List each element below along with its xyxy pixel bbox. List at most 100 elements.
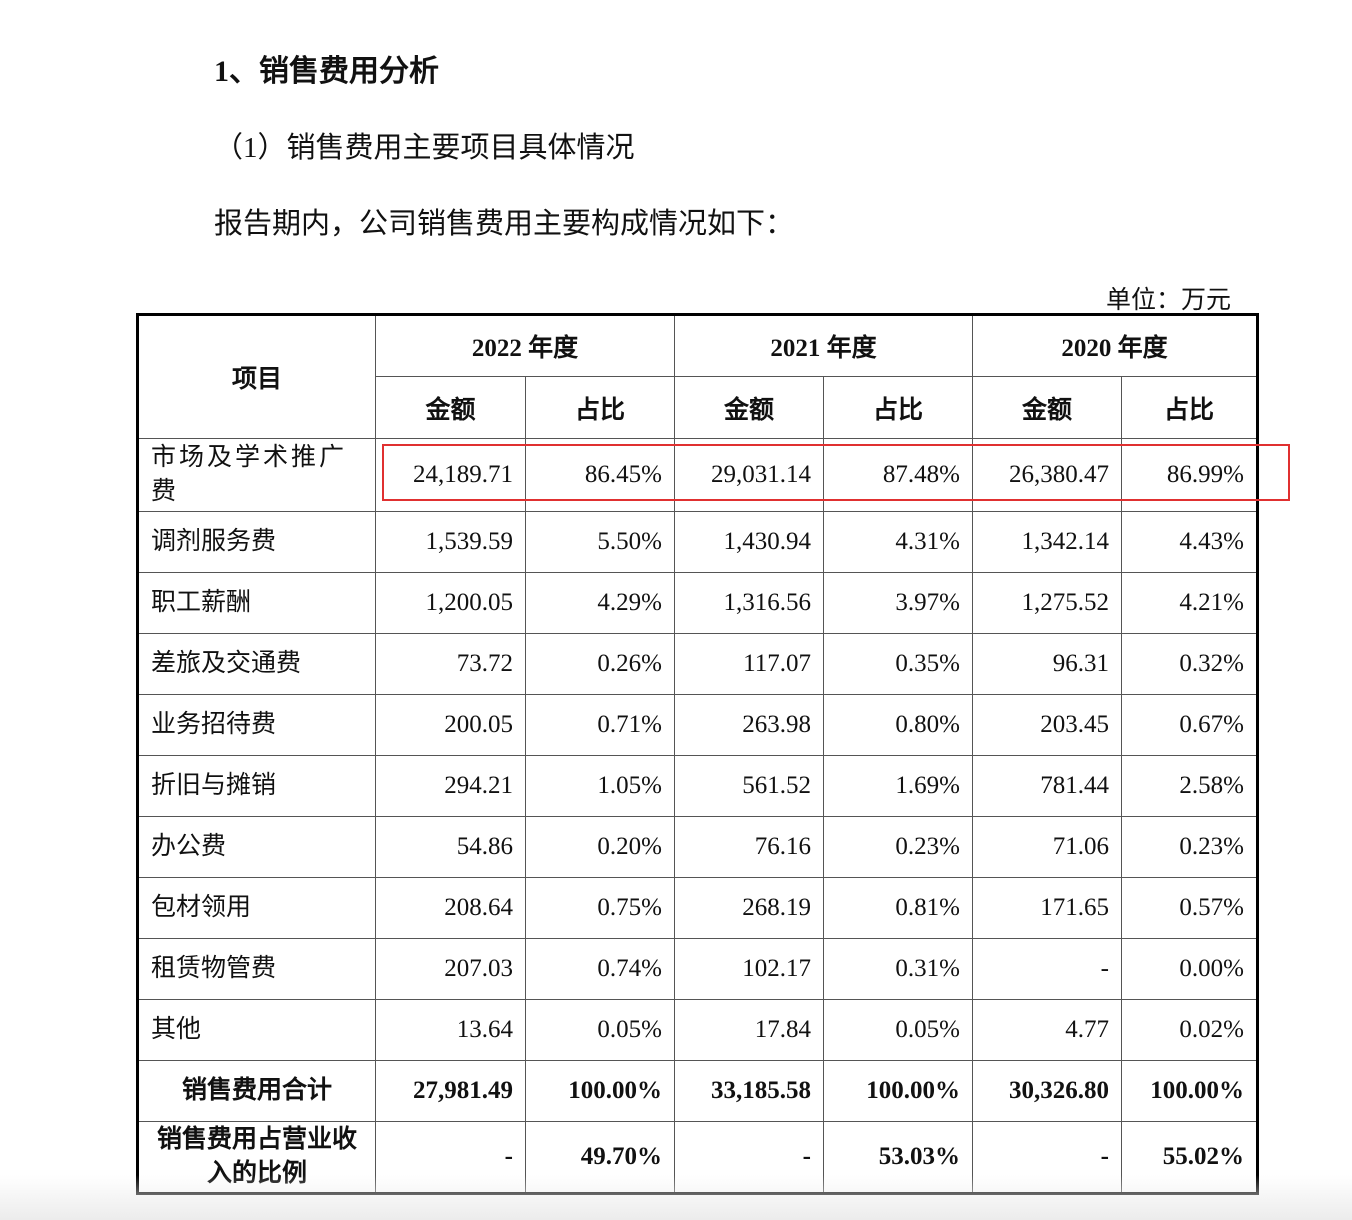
cell-value: 1,200.05 <box>375 572 526 634</box>
header-column: 占比 <box>823 376 973 439</box>
cell-value: 100.00% <box>1121 1060 1258 1122</box>
row-label: 差旅及交通费 <box>137 633 376 695</box>
table-row: 调剂服务费 1,539.59 5.50% 1,430.94 4.31% 1,342.14 4… <box>137 511 1258 573</box>
cell-value: 73.72 <box>375 633 526 695</box>
cell-value: 0.02% <box>1121 999 1258 1061</box>
cell-value: 0.20% <box>525 816 675 878</box>
row-label: 销售费用合计 <box>137 1060 376 1122</box>
cell-value: 200.05 <box>375 694 526 756</box>
cell-value: 0.00% <box>1121 938 1258 1000</box>
cell-value: 0.67% <box>1121 694 1258 756</box>
row-label: 市场及学术推广费 <box>137 438 376 512</box>
cell-value: 0.05% <box>525 999 675 1061</box>
row-label: 职工薪酬 <box>137 572 376 634</box>
cell-value: 0.35% <box>823 633 973 695</box>
cell-value: 5.50% <box>525 511 675 573</box>
header-column: 占比 <box>1121 376 1258 439</box>
table-row: 市场及学术推广费 24,189.71 86.45% 29,031.14 87.48% 26… <box>137 438 1258 512</box>
cell-value: 4.43% <box>1121 511 1258 573</box>
cell-value: 207.03 <box>375 938 526 1000</box>
cell-value: - <box>972 938 1122 1000</box>
cell-value: 102.17 <box>674 938 824 1000</box>
table-row: 折旧与摊销 294.21 1.05% 561.52 1.69% 781.44 2.58% <box>137 755 1258 817</box>
table-row: 销售费用占营业收入的比例 -49.70% -53.03% -55.02% <box>137 1121 1258 1194</box>
cell-value: 13.64 <box>375 999 526 1061</box>
row-label: 折旧与摊销 <box>137 755 376 817</box>
cell-value: 96.31 <box>972 633 1122 695</box>
cell-value: 1,539.59 <box>375 511 526 573</box>
cell-value: 0.74% <box>525 938 675 1000</box>
header-year: 2020 年度 <box>972 314 1258 377</box>
cell-value: 1.69% <box>823 755 973 817</box>
cell-value: - <box>375 1121 526 1194</box>
row-label: 包材领用 <box>137 877 376 939</box>
cell-value: 27,981.49 <box>375 1060 526 1122</box>
cell-value: 0.23% <box>823 816 973 878</box>
table-row: 租赁物管费 207.03 0.74% 102.17 0.31% -0.00% <box>137 938 1258 1000</box>
cell-value: 0.23% <box>1121 816 1258 878</box>
table-row: 包材领用 208.64 0.75% 268.19 0.81% 171.65 0.57% <box>137 877 1258 939</box>
cell-value: 76.16 <box>674 816 824 878</box>
unit: 单位：万元 <box>1106 287 1232 314</box>
cell-value: 781.44 <box>972 755 1122 817</box>
cell-value: 4.31% <box>823 511 973 573</box>
cell-value: 1.05% <box>525 755 675 817</box>
cell-value: 294.21 <box>375 755 526 817</box>
table-row: 办公费 54.86 0.20% 76.16 0.23% 71.06 0.23% <box>137 816 1258 878</box>
cell-value: 1,430.94 <box>674 511 824 573</box>
expense-table: 项目 2022 年度 2021 年度 2020 年度 金额 占比 金额 占比 金额 占比 市场及学术… <box>136 313 1259 1195</box>
cell-value: 0.32% <box>1121 633 1258 695</box>
cell-value: 171.65 <box>972 877 1122 939</box>
cell-value: 1,342.14 <box>972 511 1122 573</box>
table-row: 销售费用合计 27,981.49 100.00% 33,185.58 100.00% 30… <box>137 1060 1258 1122</box>
table-row: 其他 13.64 0.05% 17.84 0.05% 4.77 0.02% <box>137 999 1258 1061</box>
table-row: 项目 2022 年度 2021 年度 2020 年度 <box>137 314 1258 439</box>
cell-value: 0.75% <box>525 877 675 939</box>
cell-value: 33,185.58 <box>674 1060 824 1122</box>
cell-value: 2.58% <box>1121 755 1258 817</box>
cell-value: - <box>674 1121 824 1194</box>
table-row: 业务招待费 200.05 0.71% 263.98 0.80% 203.45 0.67% <box>137 694 1258 756</box>
cell-value: 55.02% <box>1121 1121 1258 1194</box>
row-label: 其他 <box>137 999 376 1061</box>
cell-value: 0.71% <box>525 694 675 756</box>
cell-value: 117.07 <box>674 633 824 695</box>
cell-value: 100.00% <box>525 1060 675 1122</box>
cell-value: 263.98 <box>674 694 824 756</box>
cell-value: 53.03% <box>823 1121 973 1194</box>
intro: 报告期内，公司销售费用主要构成情况如下： <box>214 208 795 240</box>
cell-value: 0.05% <box>823 999 973 1061</box>
cell-value: 1,316.56 <box>674 572 824 634</box>
row-label: 调剂服务费 <box>137 511 376 573</box>
header-item: 项目 <box>137 314 376 439</box>
cell-value: 1,275.52 <box>972 572 1122 634</box>
cell-value: 208.64 <box>375 877 526 939</box>
subheading: （1）销售费用主要项目具体情况 <box>214 132 635 164</box>
cell-value: 4.77 <box>972 999 1122 1061</box>
highlight-box <box>382 444 1290 501</box>
cell-value: 100.00% <box>823 1060 973 1122</box>
cell-value: 0.31% <box>823 938 973 1000</box>
header-year: 2022 年度 <box>375 314 675 377</box>
cell-value: 30,326.80 <box>972 1060 1122 1122</box>
cell-value: 71.06 <box>972 816 1122 878</box>
header-column: 金额 <box>375 376 526 439</box>
cell-value: 17.84 <box>674 999 824 1061</box>
header-column: 占比 <box>525 376 675 439</box>
row-label: 办公费 <box>137 816 376 878</box>
cell-value: 0.80% <box>823 694 973 756</box>
row-label: 业务招待费 <box>137 694 376 756</box>
table-row: 差旅及交通费 73.72 0.26% 117.07 0.35% 96.31 0.32% <box>137 633 1258 695</box>
header-column: 金额 <box>972 376 1122 439</box>
cell-value: 203.45 <box>972 694 1122 756</box>
cell-value: 4.29% <box>525 572 675 634</box>
cell-value: 268.19 <box>674 877 824 939</box>
cell-value: 0.57% <box>1121 877 1258 939</box>
row-label: 销售费用占营业收入的比例 <box>137 1121 376 1194</box>
row-label: 租赁物管费 <box>137 938 376 1000</box>
cell-value: - <box>972 1121 1122 1194</box>
cell-value: 4.21% <box>1121 572 1258 634</box>
cell-value: 561.52 <box>674 755 824 817</box>
table-row: 职工薪酬 1,200.05 4.29% 1,316.56 3.97% 1,275.52 4.… <box>137 572 1258 634</box>
